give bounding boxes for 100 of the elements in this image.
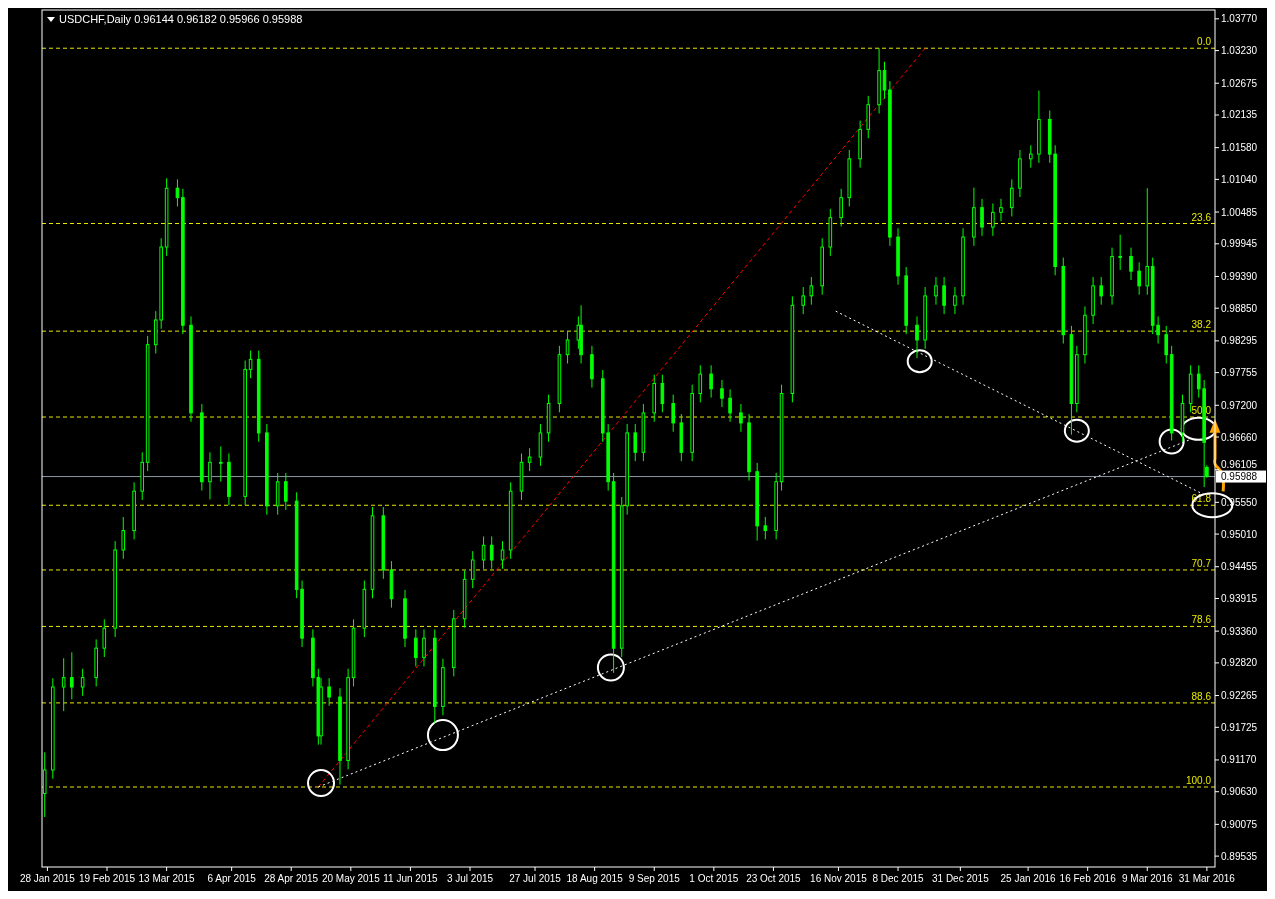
- annotation: 100.0: [1185, 775, 1212, 787]
- x-tick-label: 9 Mar 2016: [1121, 873, 1173, 884]
- y-tick-label: 0.98295: [1221, 335, 1258, 347]
- y-tick-label: 0.93915: [1221, 592, 1258, 604]
- x-tick-label: 25 Jan 2016: [1000, 873, 1057, 884]
- candlestick: [1099, 276, 1104, 306]
- y-tick-label: 0.93360: [1221, 625, 1258, 637]
- candlestick: [208, 451, 212, 500]
- x-tick-label: 28 Apr 2015: [264, 873, 319, 884]
- y-tick-label: 1.03770: [1221, 13, 1258, 25]
- ref-line-label: 0.95988: [1221, 471, 1258, 483]
- x-tick-label: 1 Oct 2015: [689, 873, 739, 884]
- candlestick: [121, 516, 126, 560]
- annotation: 38.2: [1191, 319, 1212, 331]
- candlestick: [991, 203, 995, 237]
- y-tick-label: 0.99390: [1221, 270, 1258, 282]
- candlestick: [248, 350, 253, 379]
- candlestick: [660, 374, 665, 413]
- candlestick: [218, 445, 223, 483]
- y-tick-label: 1.01580: [1221, 142, 1258, 154]
- candlestick: [915, 315, 919, 359]
- annotation: 70.7: [1191, 557, 1212, 569]
- y-tick-label: 1.02135: [1221, 109, 1258, 121]
- candlestick: [422, 628, 426, 667]
- x-tick-label: 28 Jan 2015: [19, 873, 76, 884]
- candlestick: [698, 364, 703, 403]
- y-tick-label: 0.90630: [1221, 786, 1258, 798]
- x-tick-label: 20 May 2015: [321, 873, 381, 884]
- candlestick: [1164, 325, 1169, 365]
- y-tick-label: 0.97755: [1221, 367, 1258, 379]
- annotation: 0.0: [1197, 36, 1212, 48]
- y-tick-label: 0.92265: [1221, 690, 1258, 702]
- y-tick-label: 0.99945: [1221, 238, 1258, 250]
- candlestick: [980, 198, 984, 237]
- y-tick-label: 1.01040: [1221, 173, 1258, 185]
- annotation: 88.6: [1191, 690, 1212, 702]
- x-tick-label: 18 Aug 2015: [566, 873, 624, 884]
- candlestick: [839, 188, 843, 227]
- candlestick: [763, 516, 768, 540]
- candlestick: [70, 651, 74, 700]
- annotation: 78.6: [1191, 614, 1212, 626]
- y-tick-label: 0.96660: [1221, 431, 1258, 443]
- annotation: 23.6: [1191, 211, 1212, 223]
- candlestick: [327, 677, 331, 707]
- x-tick-label: 6 Apr 2015: [207, 873, 257, 884]
- y-tick-label: 1.00485: [1221, 206, 1258, 218]
- candlestick: [500, 540, 505, 570]
- candlestick: [489, 535, 494, 570]
- y-tick-label: 0.90075: [1221, 818, 1258, 830]
- candlestick: [1129, 247, 1133, 281]
- candlestick: [1118, 234, 1122, 271]
- candlestick: [1145, 187, 1150, 296]
- candlestick: [1010, 178, 1014, 217]
- candlestick: [80, 668, 85, 697]
- candlestick: [709, 364, 713, 399]
- candlestick: [1137, 261, 1141, 296]
- x-tick-label: 9 Sep 2015: [628, 873, 681, 884]
- y-tick-label: 0.89535: [1221, 850, 1258, 862]
- chart-title: USDCHF,Daily 0.96144 0.96182 0.95966 0.95988: [59, 13, 303, 25]
- candlestick: [801, 286, 806, 315]
- candlestick: [728, 388, 732, 423]
- candlestick: [42, 751, 47, 818]
- y-tick-label: 1.02675: [1221, 77, 1258, 89]
- candlestick: [934, 276, 938, 306]
- y-tick-label: 0.91725: [1221, 721, 1258, 733]
- x-tick-label: 13 Mar 2015: [138, 873, 196, 884]
- x-tick-label: 16 Nov 2015: [810, 873, 868, 884]
- y-tick-label: 0.98850: [1221, 302, 1258, 314]
- candlestick: [470, 550, 475, 589]
- x-tick-label: 31 Dec 2015: [931, 873, 990, 884]
- candlestick: [633, 423, 638, 462]
- x-tick-label: 23 Oct 2015: [746, 873, 802, 884]
- x-tick-label: 27 Jul 2015: [509, 873, 562, 884]
- candlestick: [481, 535, 486, 570]
- y-tick-label: 0.95010: [1221, 528, 1258, 540]
- candlestick: [102, 618, 107, 658]
- x-tick-label: 16 Feb 2016: [1059, 873, 1117, 884]
- candlestick: [999, 198, 1003, 222]
- candlestick: [942, 276, 946, 315]
- y-tick-label: 0.94455: [1221, 561, 1258, 573]
- candlestick: [739, 403, 743, 433]
- x-tick-label: 11 Jun 2015: [383, 873, 439, 884]
- candlestick: [720, 379, 724, 408]
- candlestick: [284, 472, 288, 511]
- candlestick: [809, 276, 814, 306]
- y-tick-label: 0.91170: [1221, 754, 1257, 766]
- candlestick: [61, 657, 66, 712]
- y-tick-label: 1.03230: [1221, 45, 1258, 57]
- x-tick-label: 31 Mar 2016: [1178, 873, 1236, 884]
- candlestick: [671, 394, 675, 433]
- y-tick-label: 0.92820: [1221, 657, 1258, 669]
- y-tick-label: 0.96105: [1221, 459, 1258, 471]
- candlestick: [1028, 144, 1033, 169]
- x-tick-label: 3 Jul 2015: [446, 873, 494, 884]
- candlestick: [527, 447, 532, 472]
- x-tick-label: 8 Dec 2015: [872, 873, 925, 884]
- x-tick-label: 19 Feb 2015: [78, 873, 136, 884]
- candlestick: [414, 628, 418, 667]
- candlestick: [953, 286, 957, 315]
- y-tick-label: 0.97200: [1221, 399, 1258, 411]
